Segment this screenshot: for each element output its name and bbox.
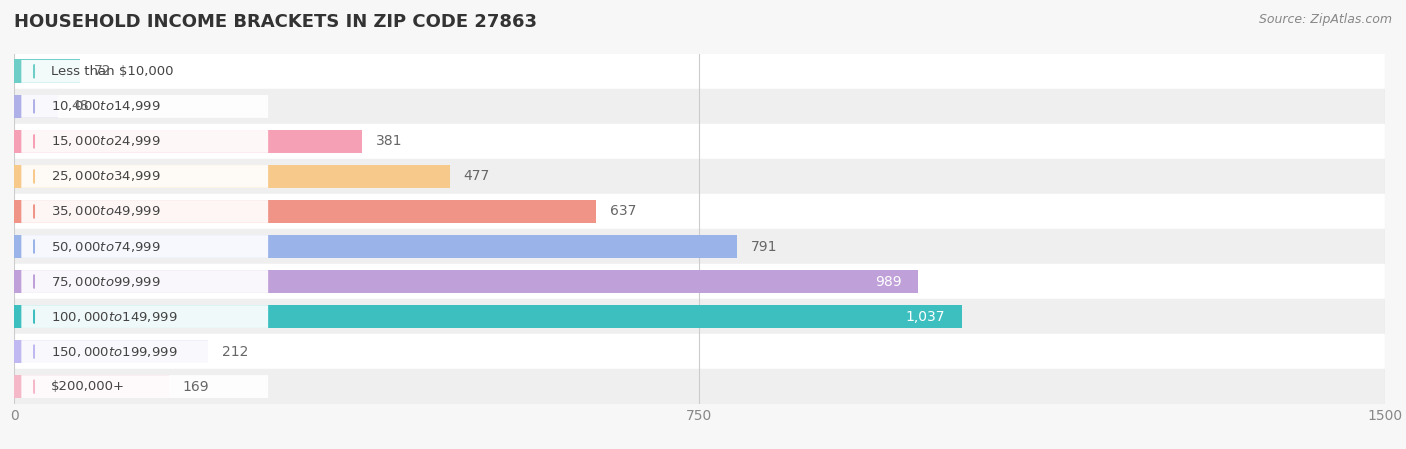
Text: $35,000 to $49,999: $35,000 to $49,999 — [51, 204, 160, 219]
FancyBboxPatch shape — [21, 200, 269, 223]
Text: $50,000 to $74,999: $50,000 to $74,999 — [51, 239, 160, 254]
Bar — [14, 369, 1385, 404]
FancyBboxPatch shape — [21, 305, 269, 328]
Bar — [14, 89, 1385, 124]
Text: $200,000+: $200,000+ — [51, 380, 125, 393]
Text: 637: 637 — [610, 204, 637, 219]
Text: 72: 72 — [94, 64, 111, 79]
Bar — [14, 94, 58, 119]
Bar — [14, 124, 1385, 159]
Bar — [14, 194, 1385, 229]
FancyBboxPatch shape — [21, 165, 269, 188]
Text: 381: 381 — [375, 134, 402, 149]
Text: 169: 169 — [183, 379, 209, 394]
FancyBboxPatch shape — [21, 235, 269, 258]
Bar — [14, 54, 1385, 89]
Bar — [14, 164, 450, 189]
Bar — [14, 299, 1385, 334]
Text: $150,000 to $199,999: $150,000 to $199,999 — [51, 344, 177, 359]
FancyBboxPatch shape — [21, 270, 269, 293]
Text: Source: ZipAtlas.com: Source: ZipAtlas.com — [1258, 13, 1392, 26]
Bar — [14, 374, 169, 399]
Text: HOUSEHOLD INCOME BRACKETS IN ZIP CODE 27863: HOUSEHOLD INCOME BRACKETS IN ZIP CODE 27… — [14, 13, 537, 31]
Text: 477: 477 — [464, 169, 489, 184]
Bar — [14, 159, 1385, 194]
Text: $15,000 to $24,999: $15,000 to $24,999 — [51, 134, 160, 149]
FancyBboxPatch shape — [21, 375, 269, 398]
Bar — [14, 269, 918, 294]
Bar — [14, 334, 1385, 369]
Text: 791: 791 — [751, 239, 778, 254]
FancyBboxPatch shape — [21, 60, 269, 83]
Bar — [14, 264, 1385, 299]
Bar — [14, 229, 1385, 264]
FancyBboxPatch shape — [21, 130, 269, 153]
Text: $75,000 to $99,999: $75,000 to $99,999 — [51, 274, 160, 289]
Text: 1,037: 1,037 — [905, 309, 945, 324]
Bar — [14, 339, 208, 364]
Bar — [14, 234, 737, 259]
Text: 989: 989 — [875, 274, 901, 289]
Text: $100,000 to $149,999: $100,000 to $149,999 — [51, 309, 177, 324]
Text: $10,000 to $14,999: $10,000 to $14,999 — [51, 99, 160, 114]
Text: 212: 212 — [222, 344, 247, 359]
Text: $25,000 to $34,999: $25,000 to $34,999 — [51, 169, 160, 184]
Bar — [14, 304, 962, 329]
Bar — [14, 129, 363, 154]
Bar — [14, 199, 596, 224]
FancyBboxPatch shape — [21, 340, 269, 363]
FancyBboxPatch shape — [21, 95, 269, 118]
Text: 48: 48 — [72, 99, 89, 114]
Text: Less than $10,000: Less than $10,000 — [51, 65, 173, 78]
Bar — [14, 59, 80, 84]
